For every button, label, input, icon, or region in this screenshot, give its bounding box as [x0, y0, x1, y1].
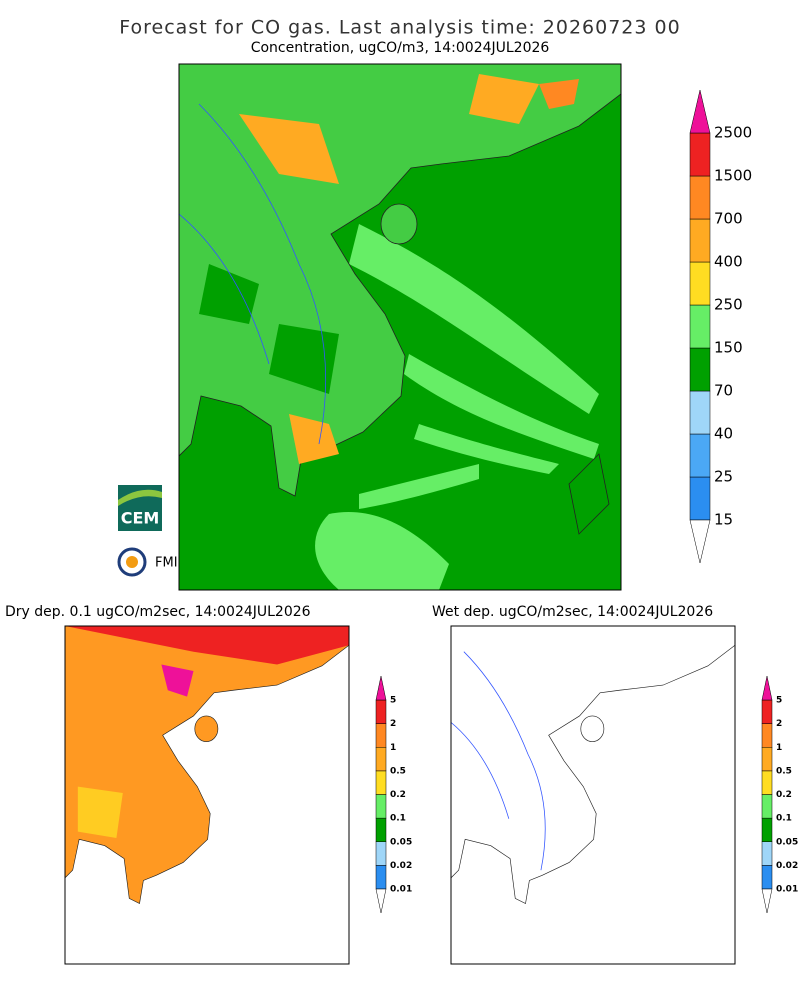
colorbar-label: 5	[776, 696, 782, 706]
logo-text: FMI	[155, 556, 178, 571]
main-map	[179, 64, 621, 590]
colorbar-label: 0.01	[776, 885, 798, 895]
colorbar-label: 2	[776, 719, 782, 729]
colorbar-label: 5	[390, 696, 396, 706]
colorbar-segment	[375, 841, 387, 866]
colorbar-label: 0.5	[776, 766, 792, 776]
colorbar-segment	[375, 865, 387, 890]
colorbar-segment	[761, 699, 773, 724]
colorbar-label: 0.1	[776, 814, 792, 824]
colorbar-label: 0.02	[776, 861, 798, 871]
logo-text: CEM	[121, 509, 160, 528]
colorbar-label: 250	[714, 296, 743, 314]
colorbar-label: 70	[714, 382, 733, 400]
colorbar-under	[689, 519, 711, 564]
title: Forecast for CO gas. Last analysis time:…	[119, 17, 680, 39]
panel-title: Dry dep. 0.1 ugCO/m2sec, 14:0024JUL2026	[5, 604, 311, 620]
colorbar-under	[761, 888, 773, 914]
colorbar-segment	[761, 817, 773, 842]
colorbar-label: 150	[714, 339, 743, 357]
colorbar-label: 1	[390, 743, 396, 753]
map-frame	[450, 625, 736, 965]
colorbar-label: 0.1	[390, 814, 406, 824]
colorbar-over	[375, 675, 387, 701]
map-frame	[64, 625, 350, 965]
colorbar-label: 0.01	[390, 885, 412, 895]
colorbar-segment	[689, 347, 711, 392]
colorbar-segment	[689, 261, 711, 306]
colorbar-segment	[761, 794, 773, 819]
colorbar-segment	[375, 747, 387, 772]
colorbar-segment	[761, 865, 773, 890]
colorbar-label: 400	[714, 253, 743, 271]
colorbar-label: 700	[714, 210, 743, 228]
cem-logo: CEM	[118, 485, 162, 531]
colorbar-segment	[689, 304, 711, 349]
colorbar-segment	[689, 476, 711, 521]
colorbar-segment	[689, 390, 711, 435]
colorbar-label: 2	[390, 719, 396, 729]
panel-title: Wet dep. ugCO/m2sec, 14:0024JUL2026	[432, 604, 713, 620]
colorbar-label: 2500	[714, 124, 752, 142]
fmi-logo: FMI	[117, 547, 178, 577]
colorbar-segment	[689, 218, 711, 263]
colorbar-segment	[375, 723, 387, 748]
colorbar-label: 1500	[714, 167, 752, 185]
colorbar-label: 0.5	[390, 766, 406, 776]
colorbar-segment	[761, 841, 773, 866]
colorbar-over	[689, 89, 711, 134]
colorbar-label: 0.2	[390, 790, 406, 800]
colorbar-label: 25	[714, 468, 733, 486]
colorbar-label: 40	[714, 425, 733, 443]
wet-map	[451, 626, 735, 964]
colorbar-label: 0.02	[390, 861, 412, 871]
dry-map	[65, 626, 349, 964]
colorbar-over	[761, 675, 773, 701]
colorbar-segment	[689, 175, 711, 220]
subtitle: Concentration, ugCO/m3, 14:0024JUL2026	[251, 40, 550, 56]
colorbar-segment	[375, 794, 387, 819]
colorbar-segment	[761, 747, 773, 772]
colorbar-segment	[761, 723, 773, 748]
colorbar-label: 0.05	[390, 837, 412, 847]
colorbar-label: 0.05	[776, 837, 798, 847]
colorbar-under	[375, 888, 387, 914]
colorbar-segment	[375, 770, 387, 795]
colorbar-segment	[689, 132, 711, 177]
colorbar-segment	[375, 817, 387, 842]
colorbar-label: 15	[714, 511, 733, 529]
colorbar-segment	[375, 699, 387, 724]
colorbar-segment	[689, 433, 711, 478]
map-frame	[178, 63, 622, 591]
colorbar-label: 1	[776, 743, 782, 753]
colorbar-segment	[761, 770, 773, 795]
colorbar-label: 0.2	[776, 790, 792, 800]
